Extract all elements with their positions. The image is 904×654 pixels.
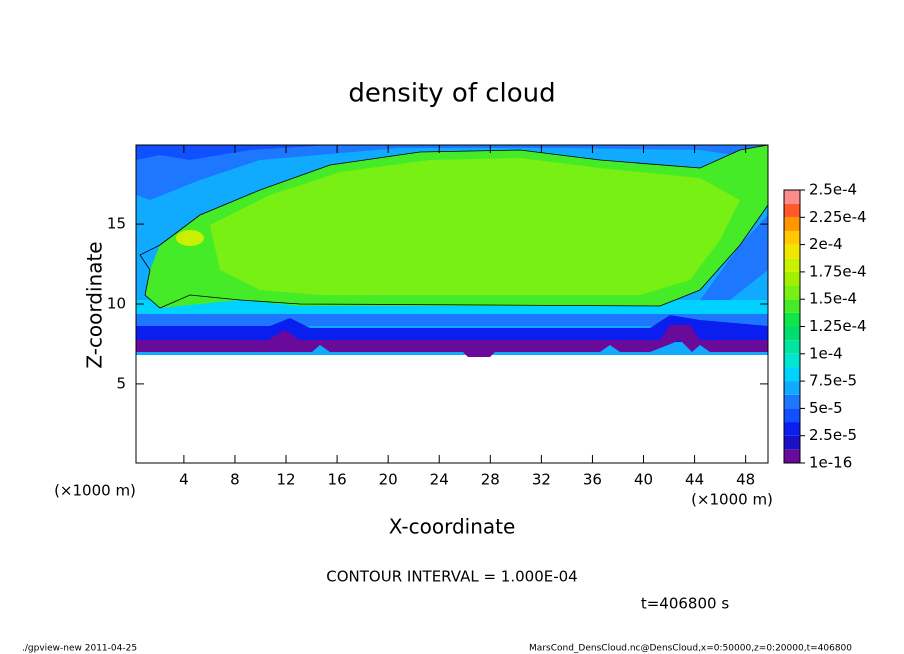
colorbar-band — [784, 394, 800, 409]
field-region — [136, 315, 768, 342]
x-tick-label: 44 — [685, 471, 704, 489]
colorbar-band — [784, 230, 800, 245]
colorbar-band — [784, 271, 800, 286]
field-region — [700, 215, 768, 300]
colorbar-label: 1.25e-4 — [809, 317, 867, 335]
colorbar-band — [784, 190, 800, 204]
footer-right: MarsCond_DensCloud.nc@DensCloud,x=0:5000… — [529, 644, 852, 654]
x-tick-label: 24 — [430, 471, 449, 489]
colorbar-band — [784, 367, 800, 382]
x-tick-label: 28 — [481, 471, 500, 489]
colorbar-band — [784, 312, 800, 327]
x-tick-label: 8 — [230, 471, 240, 489]
field-region — [176, 230, 204, 246]
colorbar-label: 1e-16 — [809, 454, 852, 472]
y-tick-label: 15 — [107, 215, 126, 233]
colorbar-label: 2.5e-5 — [809, 426, 857, 444]
colorbar-label: 2.25e-4 — [809, 208, 867, 226]
x-tick-label: 16 — [328, 471, 347, 489]
x-tick-label: 4 — [179, 471, 189, 489]
contour-interval: CONTOUR INTERVAL = 1.000E-04 — [326, 568, 577, 586]
y-tick-label: 5 — [116, 374, 126, 392]
colorbar-band — [784, 408, 800, 423]
colorbar-label: 7.5e-5 — [809, 372, 857, 390]
colorbar-band — [784, 299, 800, 313]
contour-line — [139, 204, 769, 309]
colorbar-band — [784, 449, 800, 463]
x-tick-label: 36 — [583, 471, 602, 489]
x-tick-label: 20 — [379, 471, 398, 489]
colorbar-label: 5e-5 — [809, 399, 843, 417]
field-region — [136, 325, 768, 357]
contour-field — [136, 144, 769, 463]
colorbar-band — [784, 326, 800, 341]
x-unit: (×1000 m) — [691, 491, 773, 509]
x-axis-label: X-coordinate — [389, 515, 516, 539]
y-unit: (×1000 m) — [54, 482, 136, 500]
colorbar-band — [784, 422, 800, 436]
colorbar-label: 2e-4 — [809, 235, 843, 253]
colorbar-band — [784, 217, 800, 231]
y-axis-label: Z-coordinate — [83, 241, 107, 368]
y-tick-label: 10 — [107, 295, 126, 313]
time-label: t=406800 s — [641, 595, 729, 613]
colorbar-band — [784, 381, 800, 395]
field-region — [210, 158, 740, 295]
field-region — [136, 145, 330, 160]
colorbar-band — [784, 285, 800, 300]
colorbar-band — [784, 244, 800, 259]
colorbar-band — [784, 258, 800, 272]
colorbar-label: 1.75e-4 — [809, 262, 867, 280]
x-tick-label: 48 — [736, 471, 755, 489]
footer-left: ./gpview-new 2011-04-25 — [22, 644, 137, 654]
contour-line — [159, 144, 769, 246]
colorbar-band — [784, 435, 800, 450]
x-tick-label: 32 — [532, 471, 551, 489]
chart-title: density of cloud — [348, 79, 555, 109]
colorbar-band — [784, 353, 800, 368]
colorbar-label: 1e-4 — [809, 344, 843, 362]
x-tick-label: 40 — [634, 471, 653, 489]
x-tick-label: 12 — [276, 471, 295, 489]
colorbar-band — [784, 340, 800, 354]
colorbar-band — [784, 203, 800, 218]
colorbar-label: 2.5e-4 — [809, 181, 857, 199]
colorbar-label: 1.5e-4 — [809, 290, 857, 308]
